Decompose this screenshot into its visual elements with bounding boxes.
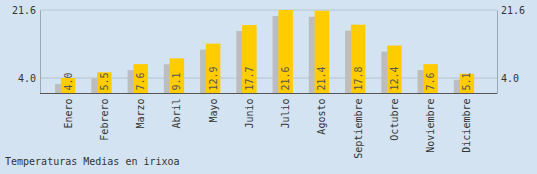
tick-label: Diciembre: [461, 99, 472, 153]
data-label: 5.5: [99, 72, 110, 90]
tick: 21.6: [497, 5, 525, 16]
data-label: 21.6: [280, 66, 291, 90]
grid-line: [40, 10, 497, 11]
data-label: 9.1: [171, 72, 182, 90]
tick-label: Mayo: [208, 99, 219, 123]
tick-label: 4.0: [501, 73, 519, 84]
tick-label: Junio: [244, 99, 255, 129]
y-axis-left: 4.0 21.6: [12, 5, 41, 94]
tick: Octubre: [389, 94, 400, 141]
bar: [351, 25, 366, 94]
data-label: 7.6: [425, 72, 436, 90]
axis-line: [40, 11, 41, 95]
tick-label: Enero: [63, 99, 74, 129]
axis-line: [40, 93, 497, 94]
tick-label: 21.6: [501, 5, 525, 16]
tick: Noviembre: [425, 94, 436, 153]
tick: Enero: [63, 94, 74, 129]
bar: [133, 64, 148, 93]
bar: [206, 44, 221, 94]
axis-line: [497, 11, 498, 95]
tick: Diciembre: [461, 94, 472, 153]
tick-label: Febrero: [99, 99, 110, 141]
tick: Mayo: [208, 94, 219, 123]
tick-label: Abril: [171, 99, 182, 129]
data-label: 7.6: [135, 72, 146, 90]
data-label: 12.9: [208, 66, 219, 90]
tick-label: Agosto: [316, 99, 327, 135]
data-label: 17.8: [353, 66, 364, 90]
title: Temperaturas Medias en irixoa: [5, 156, 180, 167]
data-labels: 4.0 5.5 7.6 9.1 12.9 17.7 21.6 21.4 17.8 12.4 7.6 5…: [63, 66, 473, 90]
tick: Marzo: [135, 94, 146, 129]
y-axis-right: 4.0 21.6: [497, 5, 525, 94]
tick: Agosto: [316, 94, 327, 135]
tick: 4.0: [497, 73, 519, 84]
tick-label: 21.6: [12, 5, 36, 16]
tick-label: Julio: [280, 99, 291, 129]
x-axis: Enero Febrero Marzo Abril Mayo Junio Julio Agos…: [40, 94, 497, 159]
data-label: 17.7: [244, 66, 255, 90]
tick: 21.6: [12, 5, 40, 16]
tick-label: 4.0: [18, 73, 36, 84]
bars: [55, 10, 474, 94]
bar: [387, 46, 402, 94]
bar: [97, 72, 112, 93]
tick: Julio: [280, 94, 291, 129]
bar: [423, 64, 438, 93]
tick: Abril: [171, 94, 182, 129]
tick-label: Noviembre: [425, 99, 436, 153]
tick-label: Octubre: [389, 99, 400, 141]
data-label: 5.1: [461, 72, 472, 90]
data-label: 21.4: [316, 66, 327, 90]
bar: [170, 58, 185, 93]
tick: Junio: [244, 94, 255, 129]
chart: 4.0 21.6 4.0 21.6 Enero Febrero Marzo Abril Mayo…: [0, 0, 537, 174]
tick: Septiembre: [353, 94, 364, 159]
tick: Febrero: [99, 94, 110, 141]
bar: [242, 25, 257, 93]
data-label: 12.4: [389, 66, 400, 90]
tick: 4.0: [18, 73, 40, 84]
data-label: 4.0: [63, 72, 74, 90]
tick-label: Septiembre: [353, 99, 364, 159]
bar: [315, 11, 330, 94]
bar: [278, 10, 293, 94]
tick-label: Marzo: [135, 99, 146, 129]
